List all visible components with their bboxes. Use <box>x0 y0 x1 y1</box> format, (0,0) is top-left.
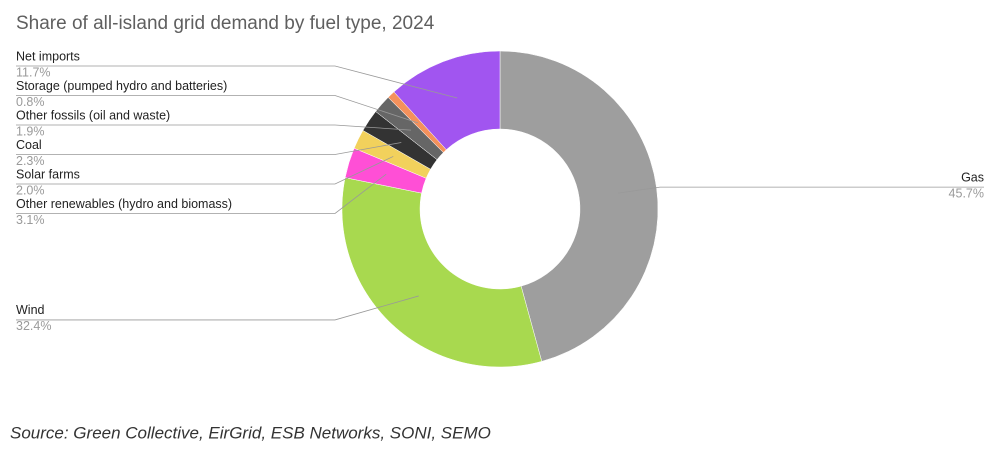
label-name: Other fossils (oil and waste) <box>16 108 170 122</box>
donut-slice <box>393 50 501 151</box>
leader-line <box>16 156 394 185</box>
leader-line <box>16 95 419 124</box>
label-name: Solar farms <box>16 167 80 181</box>
leader-line <box>16 142 402 155</box>
label-name: Gas <box>961 170 984 184</box>
label-name: Net imports <box>16 49 80 63</box>
leader-line <box>16 65 458 99</box>
label-value: 45.7% <box>949 186 984 200</box>
leader-line <box>16 124 411 131</box>
leader-line <box>16 173 387 214</box>
chart-title: Share of all-island grid demand by fuel … <box>16 13 435 34</box>
label-name: Wind <box>16 303 45 317</box>
leader-line <box>16 295 419 321</box>
label-value: 0.8% <box>16 95 45 109</box>
label-value: 11.7% <box>16 65 51 79</box>
label-value: 3.1% <box>16 213 45 227</box>
label-value: 32.4% <box>16 319 51 333</box>
label-name: Storage (pumped hydro and batteries) <box>16 79 227 93</box>
label-name: Other renewables (hydro and biomass) <box>16 197 232 211</box>
leader-line <box>617 186 984 194</box>
label-value: 2.3% <box>16 154 45 168</box>
donut-slice <box>341 177 543 368</box>
source-note: Source: Green Collective, EirGrid, ESB N… <box>10 423 491 442</box>
label-value: 2.0% <box>16 183 45 197</box>
label-value: 1.9% <box>16 124 45 138</box>
label-name: Coal <box>16 138 42 152</box>
